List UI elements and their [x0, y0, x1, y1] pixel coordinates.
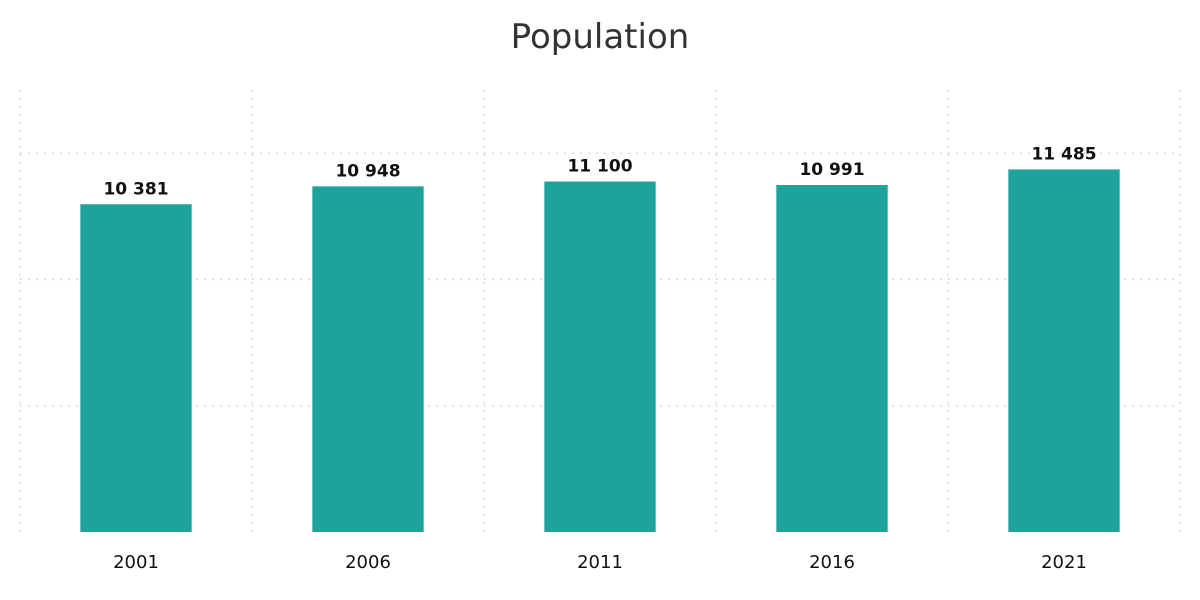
x-axis-ticks: 2001 2006 2011 2016 2021 [113, 552, 1087, 573]
grid [19, 90, 1181, 532]
bar-2006 [312, 186, 424, 532]
value-label-2021: 11 485 [1031, 144, 1096, 164]
value-label-2011: 11 100 [567, 157, 632, 177]
x-tick-label-2021: 2021 [1041, 552, 1087, 573]
x-tick-label-2011: 2011 [577, 552, 623, 573]
x-tick-label-2001: 2001 [113, 552, 159, 573]
x-tick-label-2006: 2006 [345, 552, 391, 573]
value-label-2001: 10 381 [103, 179, 168, 199]
bar-2016 [776, 184, 888, 533]
value-label-2016: 10 991 [799, 160, 864, 180]
value-labels: 10 381 10 948 11 100 10 991 11 485 [103, 144, 1096, 199]
bar-2021 [1008, 169, 1120, 532]
bar-2011 [544, 181, 656, 533]
chart-title: Population [511, 17, 690, 57]
x-tick-label-2016: 2016 [809, 552, 855, 573]
bars [80, 169, 1120, 533]
value-label-2006: 10 948 [335, 161, 400, 181]
bar-2001 [80, 204, 192, 532]
